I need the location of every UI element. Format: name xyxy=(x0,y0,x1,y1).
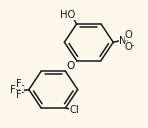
Text: C: C xyxy=(17,85,24,95)
Text: N: N xyxy=(119,36,127,46)
Text: F: F xyxy=(10,85,15,95)
Text: +: + xyxy=(123,34,129,43)
Text: HO: HO xyxy=(60,10,75,20)
Text: F: F xyxy=(16,90,21,100)
Text: ·: · xyxy=(130,40,135,53)
Text: O: O xyxy=(125,42,133,52)
Text: F: F xyxy=(16,79,21,89)
Text: Cl: Cl xyxy=(70,105,79,115)
Text: O: O xyxy=(125,30,133,40)
Text: O: O xyxy=(67,61,75,71)
